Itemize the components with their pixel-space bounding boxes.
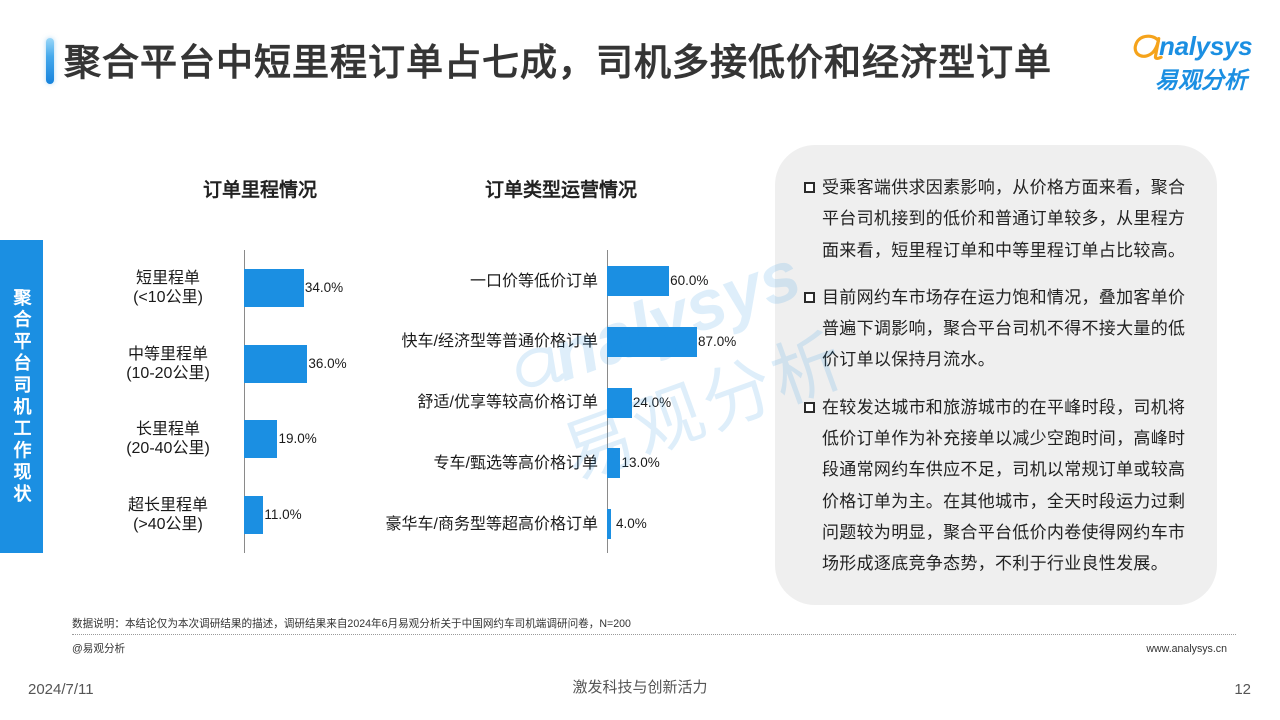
mileage-bar — [244, 496, 264, 535]
mileage-value-label: 34.0% — [304, 280, 344, 295]
mileage-bar — [244, 269, 304, 307]
analysys-logo: nalysys 易观分析 — [1128, 26, 1260, 98]
summary-bullet-list: 受乘客端供求因素影响，从价格方面来看，聚合平台司机接到的低价和普通订单较多，从里… — [804, 172, 1196, 596]
mileage-bar — [244, 420, 278, 459]
order-type-value-label: 87.0% — [698, 333, 737, 349]
order-type-bar — [607, 509, 612, 539]
mileage-value-label: 19.0% — [278, 431, 317, 447]
summary-bullet-text: 受乘客端供求因素影响，从价格方面来看，聚合平台司机接到的低价和普通订单较多，从里… — [822, 178, 1186, 260]
mileage-category-label: 超长里程单 (>40公里) — [127, 497, 208, 534]
title-accent-bar — [46, 38, 54, 84]
order-type-chart-title: 订单类型运营情况 — [484, 180, 637, 201]
order-type-category-label: 一口价等低价订单 — [469, 272, 598, 290]
order-type-category-label: 豪华车/商务型等超高价格订单 — [385, 515, 598, 533]
order-type-category-label: 快车/经济型等普通价格订单 — [401, 333, 598, 351]
summary-bullet-text: 在较发达城市和旅游城市的在平峰时段，司机将低价订单作为补充接单以减少空跑时间，高… — [822, 397, 1186, 574]
summary-bullet: 目前网约车市场存在运力饱和情况，叠加客单价普遍下调影响，聚合平台司机不得不接大量… — [804, 282, 1196, 376]
mileage-plot-area: 订单里程情况 短里程单 (<10公里) 34.0% 中等里程单 (10-20公里) 3… — [60, 170, 390, 560]
page-number: 12 — [1234, 681, 1251, 698]
footer-divider — [72, 634, 1236, 635]
bullet-square-icon — [804, 291, 815, 303]
logo-name-cn: 易观分析 — [1155, 67, 1247, 93]
section-tab: 聚合平台司机工作现状 — [0, 240, 43, 553]
mileage-category-label: 长里程单 (20-40公里) — [126, 421, 210, 458]
order-type-category-label: 专车/甄选等高价格订单 — [433, 454, 598, 472]
mileage-value-label: 36.0% — [308, 355, 347, 371]
order-type-value-label: 60.0% — [670, 273, 709, 288]
bullet-square-icon — [804, 401, 815, 413]
summary-bullet: 受乘客端供求因素影响，从价格方面来看，聚合平台司机接到的低价和普通订单较多，从里… — [804, 172, 1196, 266]
summary-bullet-text: 目前网约车市场存在运力饱和情况，叠加客单价普遍下调影响，聚合平台司机不得不接大量… — [822, 287, 1186, 370]
summary-panel — [775, 145, 1217, 605]
order-type-bar — [607, 266, 670, 296]
order-type-bar-chart: 订单类型运营情况 一口价等低价订单 60.0% 快车/经济型等普通价格订单 87.0%… — [380, 170, 760, 560]
mileage-value-label: 11.0% — [264, 507, 302, 523]
mileage-bar-chart: 订单里程情况 短里程单 (<10公里) 34.0% 中等里程单 (10-20公里) 3… — [60, 170, 390, 560]
mileage-category-label: 短里程单 (<10公里) — [133, 270, 203, 306]
bullet-square-icon — [804, 182, 815, 193]
order-type-category-label: 舒适/优享等较高价格订单 — [417, 394, 598, 411]
page-title: 聚合平台中短里程订单占七成，司机多接低价和经济型订单 — [64, 42, 1052, 83]
website-label: www.analysys.cn — [1146, 643, 1227, 655]
data-source-note: 数据说明：本结论仅为本次调研结果的描述，调研结果来自2024年6月易观分析关于中… — [72, 618, 631, 630]
mileage-category-label: 中等里程单 (10-20公里) — [126, 345, 210, 382]
summary-bullet: 在较发达城市和旅游城市的在平峰时段，司机将低价订单作为补充接单以减少空跑时间，高… — [804, 392, 1196, 580]
analysys-logo-swoosh-icon — [1133, 34, 1163, 60]
report-date: 2024/7/11 — [28, 681, 94, 698]
order-type-plot-area: 订单类型运营情况 一口价等低价订单 60.0% 快车/经济型等普通价格订单 87.0%… — [380, 170, 760, 560]
section-tab-label: 聚合平台司机工作现状 — [11, 287, 32, 506]
mileage-chart-title: 订单里程情况 — [202, 180, 317, 201]
order-type-value-label: 4.0% — [616, 516, 647, 531]
footer-slogan: 激发科技与创新活力 — [572, 679, 708, 696]
mileage-category-axis — [243, 250, 245, 553]
logo-wordmark: nalysys — [1159, 31, 1253, 61]
order-type-bar — [607, 387, 632, 418]
order-type-bar — [607, 448, 621, 479]
order-type-bar — [607, 326, 698, 357]
copyright-label: @易观分析 — [72, 643, 126, 655]
mileage-bar — [244, 344, 308, 383]
order-type-value-label: 24.0% — [632, 394, 672, 410]
order-type-value-label: 13.0% — [621, 455, 660, 471]
